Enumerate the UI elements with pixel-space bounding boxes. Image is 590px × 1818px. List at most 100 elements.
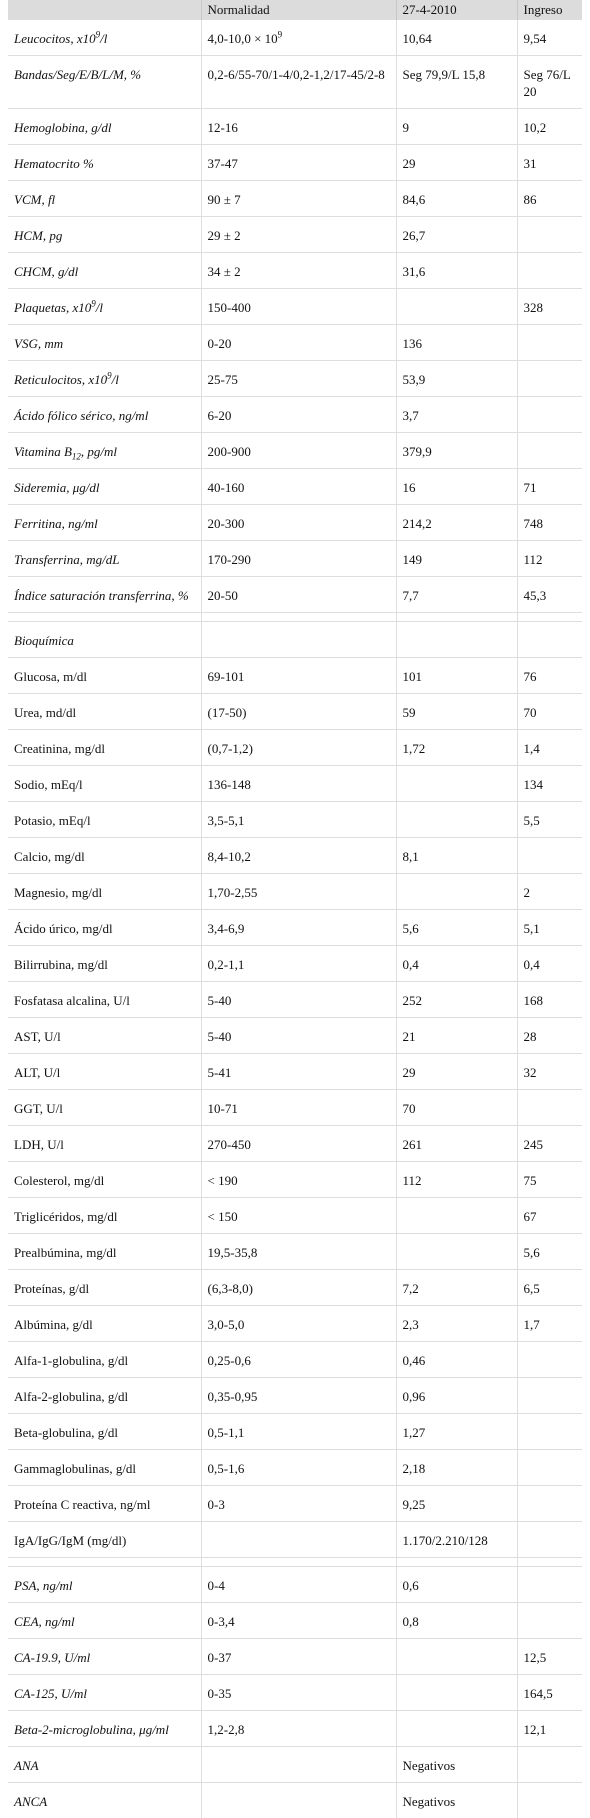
normal-range-text: 5-40: [208, 993, 232, 1008]
normal-range-value: 10-71: [201, 1090, 396, 1126]
value-2010: [396, 1234, 517, 1270]
unit-suffix: , pg/ml: [81, 444, 117, 459]
parameter-name: Urea, md/dl: [8, 694, 201, 730]
value-2010: 101: [396, 658, 517, 694]
normal-range-exponent: 9: [278, 30, 283, 40]
normal-range-value: 6-20: [201, 397, 396, 433]
normal-range-text: 1,70-2,55: [208, 885, 258, 900]
value-2010: 0,96: [396, 1378, 517, 1414]
spacer-cell: [201, 1558, 396, 1567]
parameter-label: Beta-2-microglobulina, μg/ml: [14, 1722, 169, 1737]
parameter-name: ANCA: [8, 1783, 201, 1818]
normal-range-text: 34 ± 2: [208, 264, 241, 279]
parameter-name: CA-125, U/ml: [8, 1675, 201, 1711]
normal-range-text: 0,35-0,95: [208, 1389, 258, 1404]
parameter-label: Ácido úrico, mg/dl: [14, 921, 113, 936]
normal-range-value: 90 ± 7: [201, 181, 396, 217]
parameter-name: Alfa-2-globulina, g/dl: [8, 1378, 201, 1414]
value-2010: 7,2: [396, 1270, 517, 1306]
value-admission: [517, 1783, 582, 1818]
normal-range-text: 0,5-1,6: [208, 1461, 245, 1476]
value-2010: Negativos: [396, 1783, 517, 1818]
parameter-label: Gammaglobulinas, g/dl: [14, 1461, 136, 1476]
normal-range-text: 6-20: [208, 408, 232, 423]
normal-range-value: 3,5-5,1: [201, 802, 396, 838]
value-admission: 9,54: [517, 20, 582, 56]
header-date-2010: 27-4-2010: [396, 0, 517, 20]
normal-range-text: 90 ± 7: [208, 192, 241, 207]
parameter-label: AST, U/l: [14, 1029, 61, 1044]
parameter-name: LDH, U/l: [8, 1126, 201, 1162]
lab-results-table: Normalidad 27-4-2010 Ingreso Leucocitos,…: [8, 0, 582, 1818]
normal-range-value: [201, 1783, 396, 1818]
value-2010: [396, 874, 517, 910]
parameter-name: Plaquetas, x109/l: [8, 289, 201, 325]
value-admission: 86: [517, 181, 582, 217]
value-2010: 84,6: [396, 181, 517, 217]
normal-range-text: 150-400: [208, 300, 251, 315]
normal-range-text: 5-41: [208, 1065, 232, 1080]
value-2010: [396, 1198, 517, 1234]
parameter-label: CEA, ng/ml: [14, 1614, 75, 1629]
normal-range-text: 0,2-1,1: [208, 957, 245, 972]
value-admission: [517, 1522, 582, 1558]
normal-range-text: 25-75: [208, 372, 238, 387]
normal-range-value: 0,5-1,1: [201, 1414, 396, 1450]
parameter-name: Albúmina, g/dl: [8, 1306, 201, 1342]
parameter-name: HCM, pg: [8, 217, 201, 253]
value-2010: 0,6: [396, 1567, 517, 1603]
parameter-label: Alfa-1-globulina, g/dl: [14, 1353, 128, 1368]
normal-range-value: 1,70-2,55: [201, 874, 396, 910]
value-admission: [517, 361, 582, 397]
value-2010: 252: [396, 982, 517, 1018]
unit-suffix: /l: [100, 31, 107, 46]
normal-range-value: 29 ± 2: [201, 217, 396, 253]
parameter-label: Reticulocitos, x10: [14, 372, 107, 387]
parameter-label: Prealbúmina, mg/dl: [14, 1245, 117, 1260]
parameter-name: Proteínas, g/dl: [8, 1270, 201, 1306]
parameter-name: IgA/IgG/IgM (mg/dl): [8, 1522, 201, 1558]
parameter-label: Ferritina, ng/ml: [14, 516, 98, 531]
spacer-cell: [396, 1558, 517, 1567]
value-2010: 3,7: [396, 397, 517, 433]
value-2010: 21: [396, 1018, 517, 1054]
parameter-label: CHCM, g/dl: [14, 264, 78, 279]
parameter-name: Bilirrubina, mg/dl: [8, 946, 201, 982]
parameter-label: ALT, U/l: [14, 1065, 60, 1080]
normal-range-text: 69-101: [208, 669, 245, 684]
parameter-name: Leucocitos, x109/l: [8, 20, 201, 56]
parameter-name: Ácido fólico sérico, ng/ml: [8, 397, 201, 433]
normal-range-value: 69-101: [201, 658, 396, 694]
parameter-label: LDH, U/l: [14, 1137, 64, 1152]
parameter-name: Beta-2-microglobulina, μg/ml: [8, 1711, 201, 1747]
parameter-label: Proteínas, g/dl: [14, 1281, 89, 1296]
normal-range-text: 0-20: [208, 336, 232, 351]
value-admission: [517, 325, 582, 361]
parameter-label: IgA/IgG/IgM (mg/dl): [14, 1533, 126, 1548]
normal-range-text: 40-160: [208, 480, 245, 495]
value-2010: 70: [396, 1090, 517, 1126]
parameter-label: Hemoglobina, g/dl: [14, 120, 112, 135]
parameter-name: Creatinina, mg/dl: [8, 730, 201, 766]
value-admission: 1,7: [517, 1306, 582, 1342]
header-admission: Ingreso: [517, 0, 582, 20]
parameter-name: Potasio, mEq/l: [8, 802, 201, 838]
normal-range-value: 40-160: [201, 469, 396, 505]
parameter-name: Fosfatasa alcalina, U/l: [8, 982, 201, 1018]
value-admission: 134: [517, 766, 582, 802]
parameter-name: PSA, ng/ml: [8, 1567, 201, 1603]
normal-range-text: (6,3-8,0): [208, 1281, 254, 1296]
parameter-name: ALT, U/l: [8, 1054, 201, 1090]
value-admission: 2: [517, 874, 582, 910]
